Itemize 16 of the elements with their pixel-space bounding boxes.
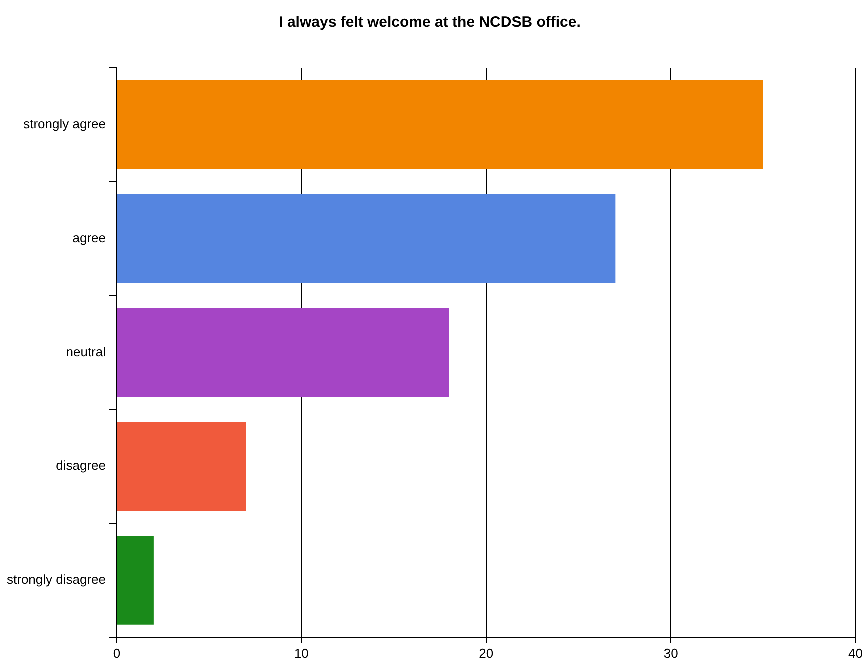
chart-title: I always felt welcome at the NCDSB office. [279, 14, 581, 32]
bar [118, 536, 154, 625]
y-tick-label: neutral [66, 344, 106, 360]
bar [118, 194, 616, 284]
x-tick-label: 10 [294, 646, 309, 661]
y-tick-label: disagree [56, 458, 106, 474]
x-tick-label: 40 [848, 646, 864, 661]
bar [118, 308, 450, 398]
bar [118, 422, 246, 511]
x-tick-label: 30 [664, 646, 678, 661]
y-tick-label: strongly agree [24, 116, 106, 132]
y-tick-label: agree [72, 230, 106, 246]
x-tick-label: 20 [479, 646, 494, 661]
x-tick-label: 0 [113, 646, 121, 661]
y-tick-label: strongly disagree [7, 572, 106, 588]
bar [118, 80, 764, 170]
